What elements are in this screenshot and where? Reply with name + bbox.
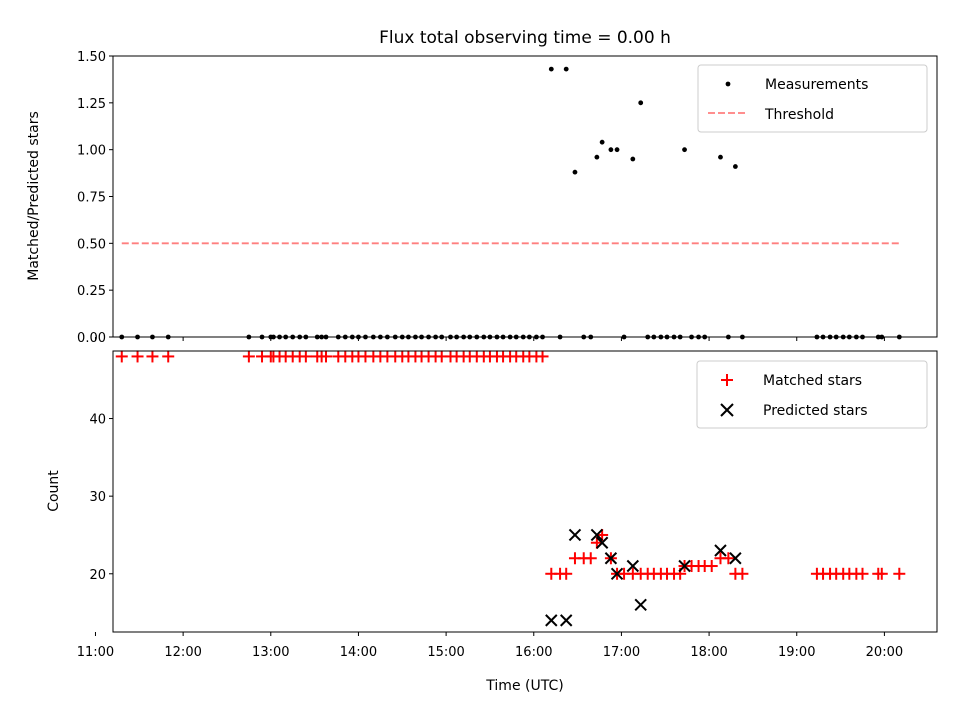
predicted-star-point: [604, 552, 618, 565]
measurement-point: [732, 164, 738, 169]
bottom-legend-frame: [696, 360, 928, 429]
x-stroke-b: [568, 528, 582, 542]
measurement-point: [572, 169, 578, 175]
legend-measurements-label: Measurements: [765, 77, 868, 93]
predicted-star-point: [595, 536, 609, 549]
predicted-star-point: [559, 614, 573, 627]
x-stroke-b: [590, 528, 604, 542]
measurement-point: [630, 156, 636, 162]
matched-star-point: [875, 567, 888, 580]
bottom-y-axis-label: Count: [46, 470, 62, 512]
y-tick-label: 0.25: [77, 284, 106, 299]
matched-star-point: [162, 350, 175, 363]
y-tick-label: 1.25: [77, 97, 106, 112]
x-stroke-b: [714, 544, 727, 557]
measurement-point: [563, 66, 569, 72]
measurement-point: [718, 154, 723, 160]
predicted-star-point: [545, 614, 558, 627]
x-tick-label: 16:00: [515, 645, 552, 660]
matched-star-point: [705, 560, 718, 573]
measurement-point: [548, 66, 554, 72]
bottom-x-axis-label: Time (UTC): [485, 678, 563, 694]
measurement-point: [608, 147, 614, 153]
predicted-star-point: [634, 598, 647, 612]
legend-threshold-label: Threshold: [764, 107, 834, 123]
bottom-y-ticks: 20 30 40: [89, 413, 113, 583]
bottom-x-ticks: 11:00 12:00 13:00 14:00 15:00 16:00 17:00 18:00…: [77, 632, 903, 660]
legend-measurements-marker: [725, 81, 731, 87]
matched-star-point: [146, 350, 159, 363]
x-tick-label: 11:00: [77, 645, 114, 660]
measurement-point: [599, 139, 605, 145]
legend-predicted-marker: [720, 403, 734, 417]
top-legend: Measurements Threshold: [697, 64, 928, 133]
matched-star-point: [320, 350, 333, 363]
measurement-point: [594, 154, 600, 160]
x-stroke-b: [545, 614, 558, 627]
predicted-star-point: [568, 528, 582, 542]
x-tick-label: 20:00: [866, 645, 903, 660]
x-stroke-b: [604, 552, 618, 565]
matched-star-point: [242, 350, 255, 363]
top-axes-frame: [112, 55, 938, 338]
top-legend-frame: [697, 64, 928, 133]
matched-star-point: [722, 552, 735, 565]
matched-star-point: [893, 567, 906, 580]
predicted-star-point: [678, 559, 691, 573]
y-tick-label: 0.50: [77, 237, 106, 252]
x-tick-label: 18:00: [690, 645, 727, 660]
x-stroke-b: [595, 536, 609, 549]
y-tick-label: 1.00: [77, 144, 106, 159]
x-stroke-b: [610, 567, 624, 580]
y-tick-label: 0.75: [77, 191, 106, 206]
x-tick-label: 13:00: [252, 645, 289, 660]
x-stroke-b: [626, 559, 640, 573]
predicted-star-point: [729, 552, 742, 565]
predicted-star-point: [714, 544, 727, 557]
predicted-star-point: [626, 559, 640, 573]
x-tick-label: 15:00: [427, 645, 464, 660]
matched-star-point: [736, 567, 749, 580]
y-tick-label: 30: [89, 490, 106, 505]
matched-star-point: [131, 350, 144, 363]
x-stroke-b: [678, 559, 691, 573]
matched-star-point: [856, 567, 869, 580]
legend-predicted-label: Predicted stars: [763, 403, 868, 419]
predicted-star-point: [590, 528, 604, 542]
measurement-point: [614, 147, 620, 153]
top-panel: Flux total observing time = 0.00 h 0.000…: [26, 28, 938, 346]
top-y-ticks: 0.00 0.25 0.50 0.75 1.00 1.25 1.50: [77, 50, 113, 346]
measurement-point: [638, 100, 644, 106]
y-tick-label: 0.00: [77, 331, 106, 346]
x-stroke-b: [559, 614, 573, 627]
y-tick-label: 20: [89, 568, 106, 583]
top-y-axis-label: Matched/Predicted stars: [26, 111, 42, 281]
x-stroke-b: [634, 598, 647, 612]
predicted-star-point: [610, 567, 624, 580]
bottom-panel: 20 30 40 11:00 12:00 13:00 14:00 15:00 16:00 17:…: [46, 350, 938, 694]
matched-star-point: [115, 350, 128, 363]
x-tick-label: 12:00: [164, 645, 201, 660]
matched-star-point: [536, 350, 549, 363]
y-tick-label: 1.50: [77, 50, 106, 65]
x-tick-label: 17:00: [603, 645, 640, 660]
legend-matched-marker: [721, 374, 733, 386]
legend-matched-label: Matched stars: [763, 373, 862, 389]
bottom-legend: Matched stars Predicted stars: [696, 360, 928, 429]
measurement-point: [682, 147, 687, 153]
bottom-predicted-points: [545, 528, 742, 627]
x-tick-label: 14:00: [340, 645, 377, 660]
matched-star-point: [560, 567, 573, 580]
y-tick-label: 40: [89, 413, 106, 428]
x-tick-label: 19:00: [778, 645, 815, 660]
bottom-axes-frame: [112, 350, 938, 633]
matched-star-point: [299, 350, 312, 363]
top-title: Flux total observing time = 0.00 h: [379, 28, 671, 48]
matched-star-point: [584, 552, 597, 565]
x-stroke-b: [729, 552, 742, 565]
